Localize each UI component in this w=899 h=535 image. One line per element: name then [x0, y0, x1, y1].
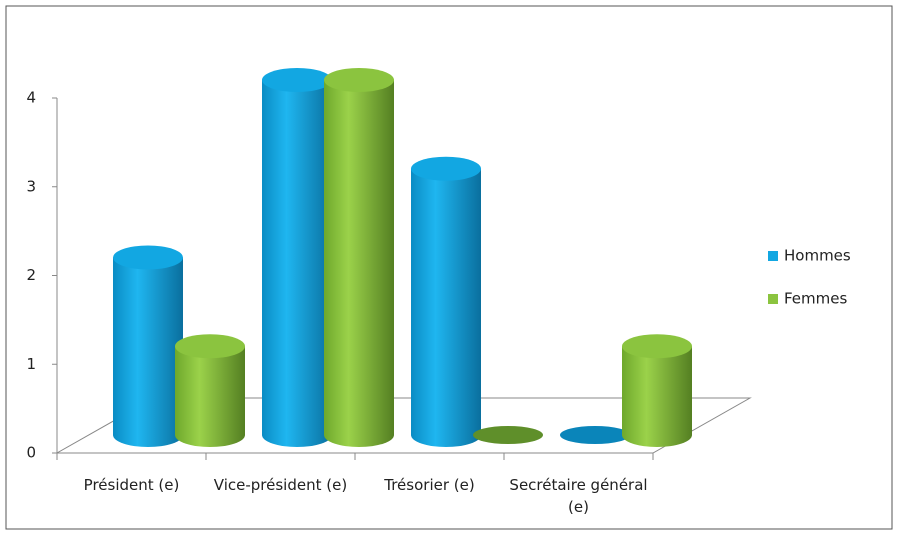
cylinder — [411, 156, 481, 447]
cylinder-body — [262, 80, 332, 447]
x-tick-label: Trésorier (e) — [384, 476, 475, 494]
cylinder-body — [175, 346, 245, 447]
cylinder-body — [113, 257, 183, 447]
legend-swatch — [768, 294, 778, 304]
y-tick-label: 2 — [26, 266, 36, 284]
cylinder-top — [560, 426, 630, 444]
legend-label: Femmes — [784, 290, 847, 308]
cylinder-body — [411, 168, 481, 447]
y-tick-label: 0 — [26, 444, 36, 462]
cylinder — [113, 245, 183, 447]
cylinder-body — [324, 80, 394, 447]
cylinder-top — [473, 426, 543, 444]
cylinder — [175, 334, 245, 447]
cylinder — [473, 426, 543, 444]
y-tick-label: 3 — [26, 177, 36, 195]
x-tick-label: Président (e) — [83, 476, 180, 494]
cylinder-top — [113, 245, 183, 270]
legend-swatch — [768, 251, 778, 261]
cylinder-top — [622, 334, 692, 359]
cylinder-top — [175, 334, 245, 359]
cylinder-body — [622, 346, 692, 447]
legend-label: Hommes — [784, 247, 851, 265]
x-tick-label: Secrétaire général (e) — [509, 476, 648, 516]
y-tick-label: 4 — [26, 89, 36, 107]
cylinder-top — [262, 68, 332, 92]
cylinder-top — [411, 156, 481, 181]
cylinder — [324, 68, 394, 447]
frame — [5, 5, 893, 530]
cylinder — [622, 334, 692, 447]
cylinder-top — [324, 68, 394, 92]
y-tick-label: 1 — [26, 355, 36, 373]
x-tick-label: Vice-président (e) — [213, 476, 348, 494]
cylinder — [262, 68, 332, 447]
cylinder — [560, 426, 630, 444]
